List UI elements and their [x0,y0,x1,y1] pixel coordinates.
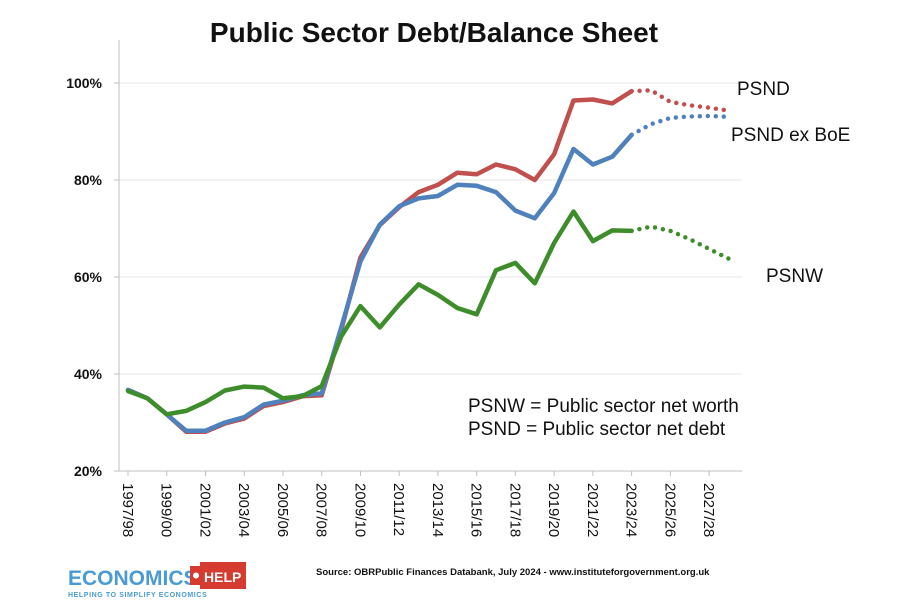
x-tick-label: 2015/16 [468,483,485,537]
series-projection-psnw [629,224,731,261]
x-tick-label: 2001/02 [196,483,213,537]
series-projection-psnd-ex-boe [629,113,731,138]
grid [114,82,742,476]
x-tick-label: 2021/22 [584,483,601,537]
series-line-psnd [125,88,634,434]
x-tick-label: 2027/28 [700,483,717,537]
series-label-psnd: PSND [737,79,790,100]
x-tick-label: 2005/06 [274,483,291,537]
series-line-psnw [125,209,634,417]
chart-title: Public Sector Debt/Balance Sheet [210,17,658,48]
x-tick-label: 2019/20 [545,483,562,537]
y-tick-label: 20% [74,463,103,479]
x-tick-label: 2011/12 [390,483,407,536]
series-lines [125,88,731,434]
y-tick-labels: 20% 40% 60% 80% 100% [66,75,102,479]
x-tick-label: 1999/00 [158,483,175,537]
series-labels: PSND PSND ex BoE PSNW [731,79,850,287]
logo-badge-text: HELP [204,569,241,585]
annotation-psnw: PSNW = Public sector net worth [468,396,739,417]
economics-help-logo: ECONOMICS HELP HELPING TO SIMPLIFY ECONO… [68,562,246,599]
axes [118,40,742,472]
series-label-psnw: PSNW [766,266,823,287]
x-tick-label: 2023/24 [623,483,640,537]
x-tick-label: 2007/08 [313,483,330,537]
series-line-psnd-ex-boe [125,132,634,433]
y-tick-label: 100% [66,75,102,91]
y-tick-label: 60% [74,269,103,285]
y-tick-label: 40% [74,366,103,382]
x-tick-label: 2003/04 [235,483,252,537]
x-tick-label: 1997/98 [119,483,136,537]
logo-word: ECONOMICS [68,567,198,590]
logo-badge-shape [190,562,246,589]
series-label-psnd-ex-boe: PSND ex BoE [731,125,850,146]
x-tick-label: 2009/10 [351,483,368,537]
annotation-box: PSNW = Public sector net worth PSND = Pu… [468,396,739,440]
x-tick-label: 2017/18 [506,483,523,537]
source-note: Source: OBRPublic Finances Databank, Jul… [316,567,710,578]
x-tick-label: 2025/26 [661,483,678,537]
series-projection-psnd [629,88,731,113]
annotation-psnd: PSND = Public sector net debt [468,419,726,440]
x-tick-labels: 1997/98 1999/00 2001/02 2003/04 2005/06 2007/… [119,483,717,537]
logo-badge-dot [193,572,199,579]
logo-tagline: HELPING TO SIMPLIFY ECONOMICS [68,592,207,599]
x-tick-label: 2013/14 [429,483,446,537]
y-tick-label: 80% [74,172,103,188]
